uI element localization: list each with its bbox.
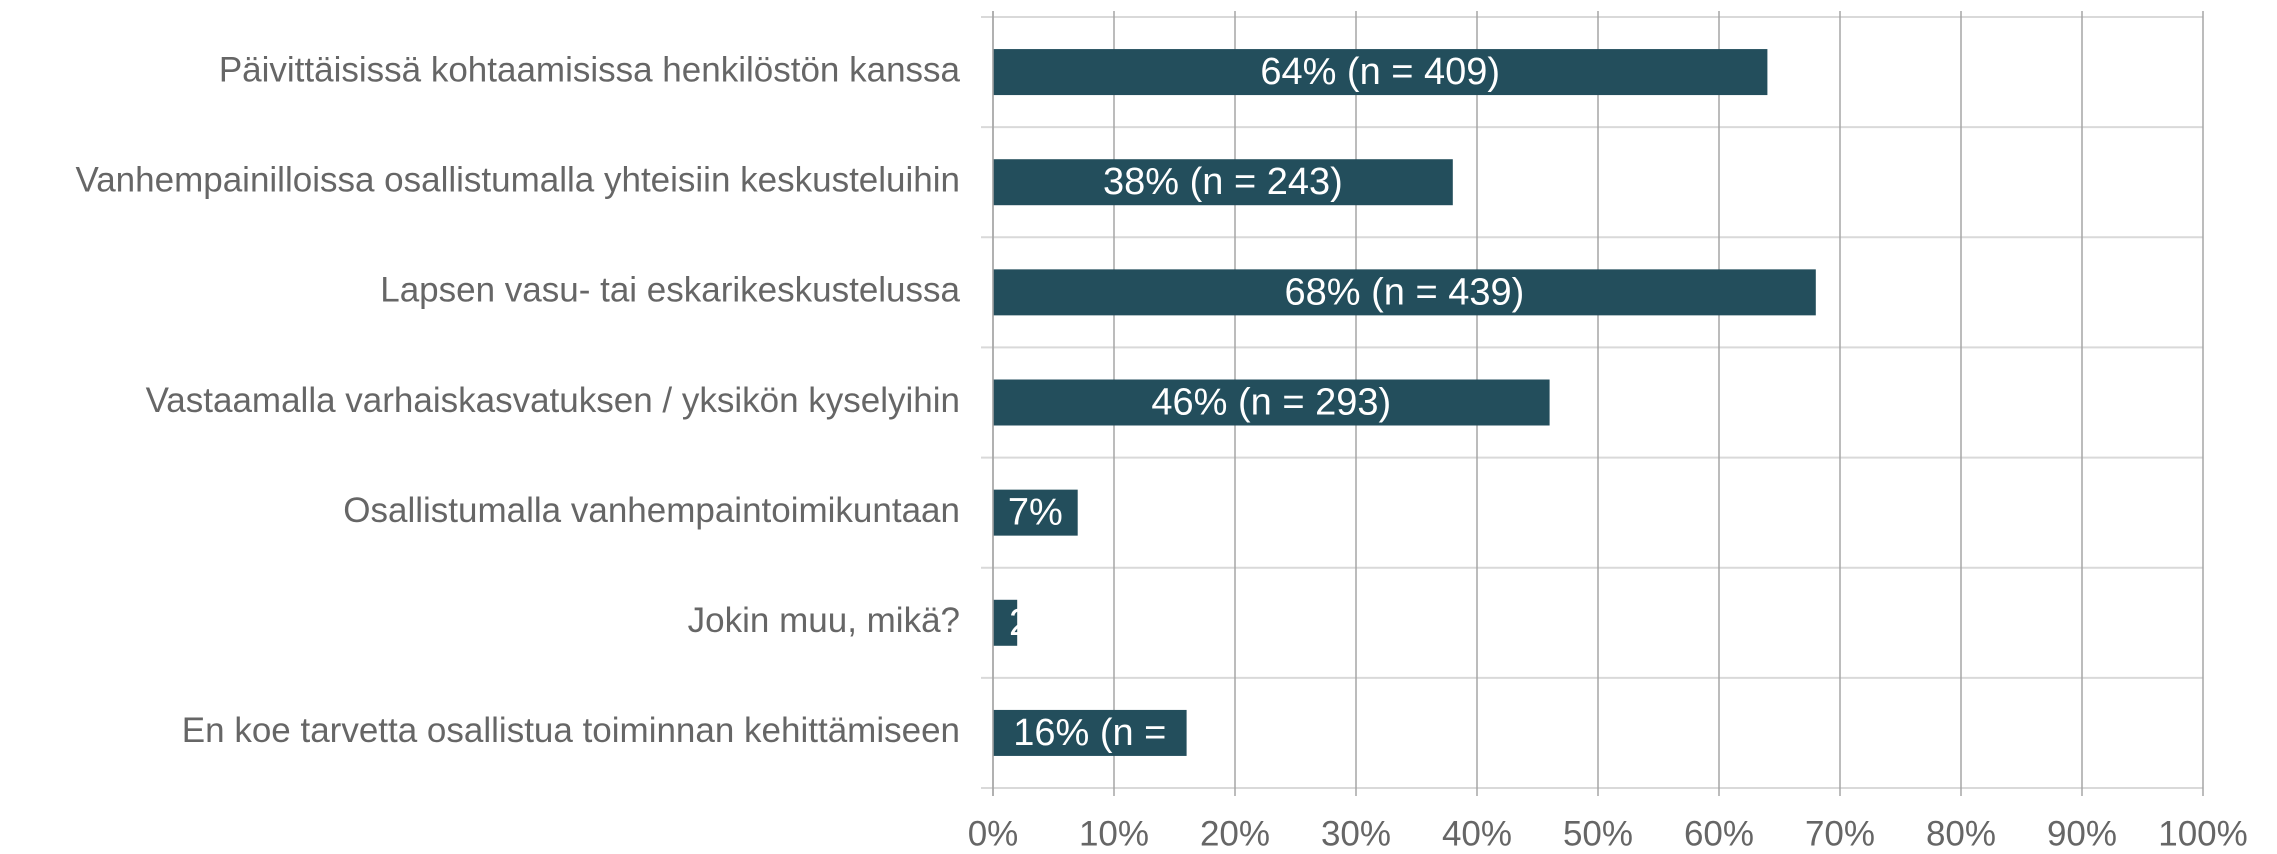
bar — [993, 599, 1018, 646]
category-label: Jokin muu, mikä? — [688, 601, 960, 640]
data-label: 2 — [1009, 602, 1030, 644]
x-tick-label: 10% — [1079, 814, 1149, 849]
category-label: Vastaamalla varhaiskasvatuksen / yksikön… — [146, 381, 960, 420]
bar — [993, 379, 1550, 426]
x-tick-label: 100% — [2158, 814, 2248, 849]
x-tick-label: 20% — [1200, 814, 1270, 849]
data-label: 64% (n = 409) — [1260, 51, 1500, 93]
category-label: Päivittäisissä kohtaamisissa henkilöstön… — [219, 50, 961, 89]
category-label: Osallistumalla vanhempaintoimikuntaan — [343, 491, 960, 530]
bar — [993, 489, 1078, 536]
category-label: Vanhempainilloissa osallistumalla yhteis… — [75, 160, 960, 199]
data-label: 16% (n = — [1013, 712, 1166, 754]
category-label: Lapsen vasu- tai eskarikeskustelussa — [380, 271, 960, 310]
data-label: 38% (n = 243) — [1103, 161, 1343, 203]
x-tick-label: 0% — [968, 814, 1019, 849]
x-tick-label: 90% — [2047, 814, 2117, 849]
x-tick-label: 60% — [1684, 814, 1754, 849]
data-label: 7% — [1008, 492, 1063, 534]
data-label: 46% (n = 293) — [1151, 382, 1391, 424]
x-tick-label: 50% — [1563, 814, 1633, 849]
x-tick-label: 80% — [1926, 814, 1996, 849]
x-tick-label: 70% — [1805, 814, 1875, 849]
bar — [993, 269, 1816, 316]
bar — [993, 159, 1453, 206]
data-label: 68% (n = 439) — [1285, 271, 1525, 313]
category-label: En koe tarvetta osallistua toiminnan keh… — [182, 711, 960, 750]
x-tick-label: 40% — [1442, 814, 1512, 849]
bar — [993, 709, 1187, 756]
x-tick-label: 30% — [1321, 814, 1391, 849]
bar — [993, 49, 1768, 96]
